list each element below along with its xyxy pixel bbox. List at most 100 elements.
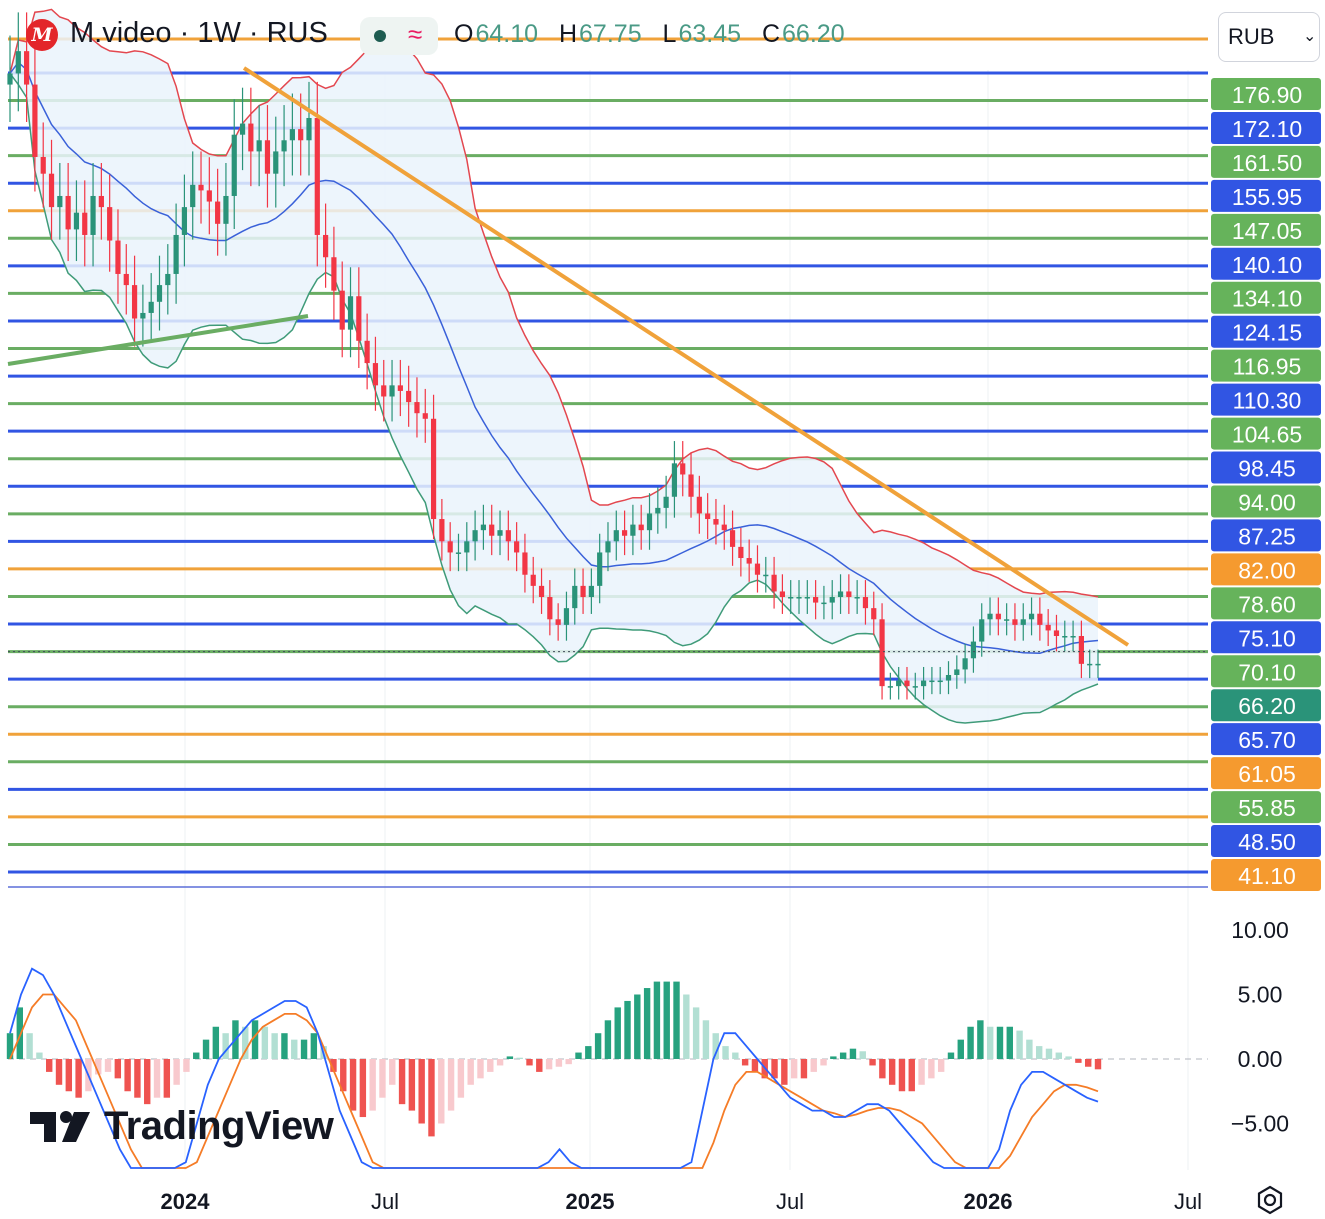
- price-axis-label: 172.10: [1232, 116, 1302, 142]
- histogram-bar: [614, 1007, 621, 1059]
- currency-select[interactable]: RUB ⌄: [1218, 12, 1320, 62]
- histogram-bar: [193, 1052, 200, 1059]
- histogram-bar: [1094, 1059, 1102, 1070]
- status-dot-icon: [374, 30, 386, 42]
- candle-body: [7, 73, 13, 85]
- candle-body: [912, 686, 918, 688]
- histogram-bar: [536, 1059, 543, 1072]
- histogram-bar: [408, 1059, 416, 1111]
- candle-body: [372, 363, 379, 386]
- candle-body: [555, 619, 561, 625]
- histogram-bar: [751, 1059, 759, 1072]
- histogram-bar: [673, 981, 680, 1059]
- histogram-bar: [271, 1033, 278, 1059]
- wave-icon[interactable]: ≈: [408, 19, 423, 49]
- candle-body: [613, 530, 619, 542]
- histogram-bar: [163, 1059, 171, 1098]
- candle-body: [530, 574, 536, 586]
- candle-body: [314, 117, 320, 235]
- price-axis-label: 94.00: [1238, 489, 1296, 515]
- histogram-bar: [55, 1059, 63, 1085]
- symbol-logo[interactable]: M: [26, 19, 58, 51]
- candle-body: [954, 669, 960, 675]
- candle-body: [447, 541, 453, 553]
- histogram-bar: [36, 1052, 43, 1059]
- price-axis-tag: [1211, 757, 1321, 790]
- candle-body: [165, 273, 171, 286]
- histogram-bar: [124, 1059, 131, 1092]
- histogram-bar: [26, 1033, 33, 1059]
- candle-body: [323, 234, 329, 258]
- price-axis-label: 55.85: [1238, 795, 1296, 821]
- candle-body: [73, 212, 80, 230]
- candle-body: [497, 530, 503, 536]
- candle-body: [680, 463, 686, 475]
- candle-body: [779, 591, 785, 598]
- histogram-bar: [467, 1059, 474, 1085]
- histogram-bar: [830, 1056, 837, 1059]
- indicator-pill[interactable]: ≈: [360, 17, 438, 55]
- histogram-bar: [1026, 1039, 1033, 1059]
- price-axis-tag: [1211, 553, 1321, 586]
- histogram-bar: [369, 1059, 376, 1111]
- candle-body: [945, 674, 952, 681]
- x-tick-label: 2025: [566, 1189, 615, 1214]
- candle-body: [281, 140, 287, 152]
- histogram-bar: [398, 1059, 406, 1105]
- histogram-bar: [692, 1007, 700, 1059]
- candle-body: [397, 385, 403, 391]
- bollinger-fill: [10, 9, 1098, 723]
- bollinger-upper: [9, 8, 1099, 598]
- close-value: 66.20: [782, 20, 845, 48]
- candle-body: [231, 134, 237, 196]
- candle-body: [356, 296, 362, 341]
- price-axis-tag: [1211, 689, 1321, 722]
- candle-body: [273, 151, 279, 174]
- candle-body: [223, 195, 229, 224]
- close-label: C: [761, 20, 781, 48]
- candle-body: [721, 524, 727, 531]
- candle-body: [248, 123, 254, 152]
- chart-header: M M.video · 1W · RUS ≈ O64.10 H67.75 L63…: [0, 0, 1325, 70]
- price-axis-tag: [1211, 655, 1321, 688]
- price-axis-label: 161.50: [1232, 150, 1302, 176]
- candle-body: [414, 402, 420, 414]
- candle-body: [472, 530, 478, 542]
- histogram-bar: [16, 1007, 24, 1059]
- candle-body: [15, 51, 21, 74]
- candle-body: [970, 641, 977, 659]
- symbol-title[interactable]: M.video · 1W · RUS: [70, 17, 328, 49]
- x-tick-label: Jul: [776, 1189, 804, 1214]
- price-axis-label: 147.05: [1232, 218, 1302, 244]
- histogram-bar: [389, 1059, 396, 1085]
- oscillator-tick-label: 5.00: [1238, 982, 1283, 1008]
- candle-body: [190, 184, 196, 208]
- candle-body: [597, 552, 603, 586]
- watermark-text: TradingView: [104, 1104, 334, 1148]
- candle-body: [505, 530, 511, 542]
- candle-body: [522, 552, 528, 575]
- price-axis-tag: [1211, 213, 1321, 246]
- price-axis-tag: [1211, 451, 1321, 484]
- candle-body: [98, 195, 104, 208]
- candle-body: [115, 240, 121, 274]
- price-axis-label: 134.10: [1232, 286, 1302, 312]
- histogram-bar: [1055, 1052, 1062, 1059]
- candle-body: [962, 658, 968, 670]
- histogram-bar: [604, 1020, 612, 1059]
- histogram-bar: [114, 1059, 122, 1079]
- histogram-bar: [937, 1059, 945, 1072]
- candle-body: [264, 140, 271, 174]
- candle-body: [514, 541, 520, 553]
- histogram-bar: [340, 1059, 347, 1092]
- histogram-bar: [144, 1059, 151, 1105]
- candle-body: [1037, 613, 1043, 625]
- histogram-bar: [643, 988, 651, 1059]
- candle-body: [439, 519, 445, 542]
- settings-gear-icon[interactable]: [1254, 1184, 1286, 1216]
- histogram-bar: [879, 1059, 886, 1079]
- histogram-bar: [183, 1059, 190, 1072]
- candle-body: [455, 552, 462, 554]
- candle-body: [572, 585, 578, 609]
